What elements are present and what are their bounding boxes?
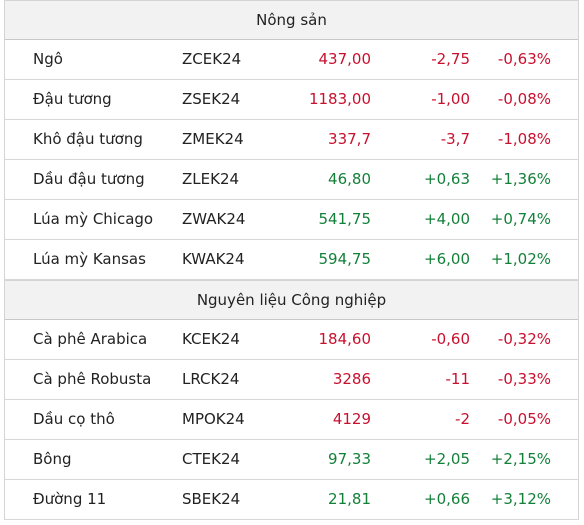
price-value: 184,60 xyxy=(318,330,372,348)
contract-code: KWAK24 xyxy=(182,250,245,268)
change-value: +0,66 xyxy=(424,490,470,508)
commodity-name: Khô đậu tương xyxy=(33,130,143,148)
change-value: -2 xyxy=(455,410,470,428)
table-row: Cà phê Robusta LRCK24 3286 -11 -0,33% xyxy=(5,360,578,400)
change-percent: +0,74% xyxy=(490,210,551,228)
change-value: -11 xyxy=(445,370,471,388)
change-value: -2,75 xyxy=(431,50,470,68)
table-row: Cà phê Arabica KCEK24 184,60 -0,60 -0,32… xyxy=(5,320,578,360)
contract-code: CTEK24 xyxy=(182,450,241,468)
commodity-name: Dầu đậu tương xyxy=(33,170,145,188)
change-percent: -0,08% xyxy=(497,90,551,108)
change-value: +4,00 xyxy=(424,210,470,228)
change-percent: -0,33% xyxy=(497,370,551,388)
change-percent: -0,63% xyxy=(497,50,551,68)
price-value: 97,33 xyxy=(328,450,371,468)
price-value: 337,7 xyxy=(328,130,371,148)
section-header-industrial: Nguyên liệu Công nghiệp xyxy=(5,280,578,320)
change-percent: -0,05% xyxy=(497,410,551,428)
table-row: Lúa mỳ Chicago ZWAK24 541,75 +4,00 +0,74… xyxy=(5,200,578,240)
change-value: -1,00 xyxy=(431,90,470,108)
commodity-name: Bông xyxy=(33,450,72,468)
change-percent: -1,08% xyxy=(497,130,551,148)
table-row: Đường 11 SBEK24 21,81 +0,66 +3,12% xyxy=(5,480,578,520)
commodity-name: Ngô xyxy=(33,50,63,68)
table-row: Dầu đậu tương ZLEK24 46,80 +0,63 +1,36% xyxy=(5,160,578,200)
commodity-name: Dầu cọ thô xyxy=(33,410,115,428)
commodity-name: Đường 11 xyxy=(33,490,107,508)
change-value: -3,7 xyxy=(440,130,470,148)
commodity-name: Cà phê Arabica xyxy=(33,330,148,348)
contract-code: KCEK24 xyxy=(182,330,240,348)
change-percent: +1,36% xyxy=(490,170,551,188)
section-header-agriculture: Nông sản xyxy=(5,0,578,40)
table-row: Bông CTEK24 97,33 +2,05 +2,15% xyxy=(5,440,578,480)
table-row: Lúa mỳ Kansas KWAK24 594,75 +6,00 +1,02% xyxy=(5,240,578,280)
contract-code: ZSEK24 xyxy=(182,90,241,108)
price-value: 594,75 xyxy=(318,250,372,268)
price-value: 21,81 xyxy=(328,490,371,508)
contract-code: ZWAK24 xyxy=(182,210,246,228)
change-value: +2,05 xyxy=(424,450,470,468)
change-percent: +3,12% xyxy=(490,490,551,508)
price-value: 1183,00 xyxy=(308,90,371,108)
table-row: Khô đậu tương ZMEK24 337,7 -3,7 -1,08% xyxy=(5,120,578,160)
price-value: 4129 xyxy=(332,410,371,428)
change-value: +6,00 xyxy=(424,250,470,268)
change-percent: -0,32% xyxy=(497,330,551,348)
commodity-name: Đậu tương xyxy=(33,90,112,108)
contract-code: ZMEK24 xyxy=(182,130,244,148)
contract-code: ZCEK24 xyxy=(182,50,242,68)
contract-code: LRCK24 xyxy=(182,370,240,388)
price-value: 541,75 xyxy=(318,210,372,228)
change-percent: +2,15% xyxy=(490,450,551,468)
change-value: +0,63 xyxy=(424,170,470,188)
price-value: 46,80 xyxy=(328,170,371,188)
commodity-price-table: Nông sản Ngô ZCEK24 437,00 -2,75 -0,63% … xyxy=(4,0,579,520)
contract-code: ZLEK24 xyxy=(182,170,240,188)
price-value: 437,00 xyxy=(318,50,372,68)
commodity-name: Lúa mỳ Kansas xyxy=(33,250,146,268)
table-row: Dầu cọ thô MPOK24 4129 -2 -0,05% xyxy=(5,400,578,440)
contract-code: SBEK24 xyxy=(182,490,241,508)
commodity-name: Cà phê Robusta xyxy=(33,370,152,388)
table-row: Đậu tương ZSEK24 1183,00 -1,00 -0,08% xyxy=(5,80,578,120)
price-value: 3286 xyxy=(332,370,371,388)
change-percent: +1,02% xyxy=(490,250,551,268)
contract-code: MPOK24 xyxy=(182,410,245,428)
commodity-name: Lúa mỳ Chicago xyxy=(33,210,154,228)
change-value: -0,60 xyxy=(431,330,470,348)
table-row: Ngô ZCEK24 437,00 -2,75 -0,63% xyxy=(5,40,578,80)
